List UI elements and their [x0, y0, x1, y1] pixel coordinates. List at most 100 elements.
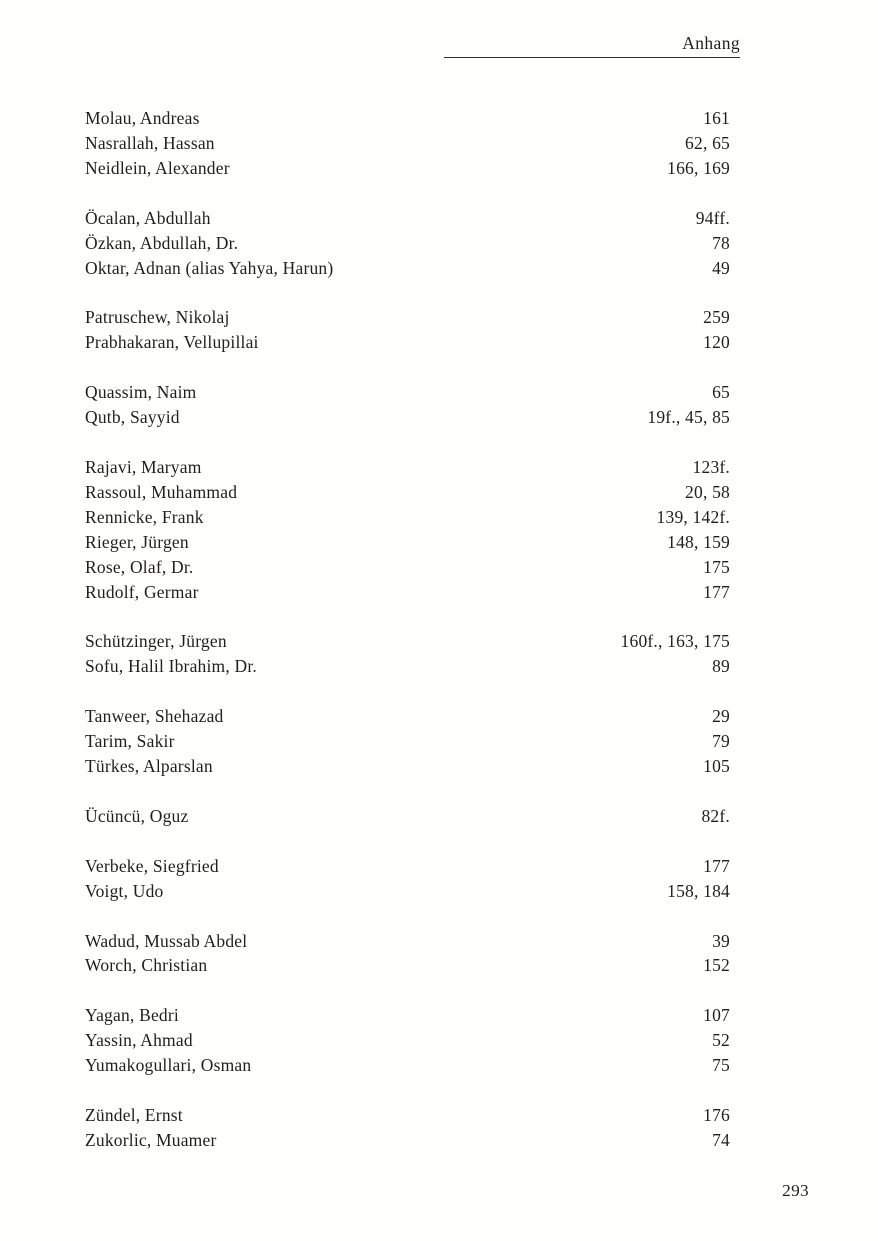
- index-row: Türkes, Alparslan 105: [85, 754, 730, 779]
- entry-pages: 259: [703, 307, 730, 328]
- index-row: Nasrallah, Hassan 62, 65: [85, 131, 730, 156]
- entry-pages: 49: [712, 257, 730, 278]
- index-row: Yassin, Ahmad 52: [85, 1028, 730, 1053]
- entry-name: Neidlein, Alexander: [85, 157, 230, 178]
- entry-name: Rose, Olaf, Dr.: [85, 556, 194, 577]
- entry-pages: 75: [712, 1055, 730, 1076]
- entry-pages: 177: [703, 581, 730, 602]
- entry-name: Patruschew, Nikolaj: [85, 307, 230, 328]
- entry-pages: 160f., 163, 175: [620, 631, 730, 652]
- entry-pages: 166, 169: [667, 157, 730, 178]
- index-row: Molau, Andreas 161: [85, 106, 730, 131]
- entry-name: Yumakogullari, Osman: [85, 1055, 252, 1076]
- entry-pages: 176: [703, 1104, 730, 1125]
- entry-pages: 175: [703, 556, 730, 577]
- page-number: 293: [782, 1181, 809, 1200]
- entry-pages: 161: [703, 108, 730, 128]
- entry-pages: 62, 65: [685, 132, 730, 153]
- entry-pages: 177: [703, 855, 730, 876]
- index-row: Rajavi, Maryam 123f.: [85, 455, 730, 480]
- index-row: Zündel, Ernst 176: [85, 1103, 730, 1128]
- entry-pages: 20, 58: [685, 481, 730, 502]
- index-group: Wadud, Mussab Abdel 39 Worch, Christian 152: [85, 929, 730, 979]
- entry-pages: 148, 159: [667, 531, 730, 552]
- entry-name: Molau, Andreas: [85, 108, 200, 128]
- index-row: Patruschew, Nikolaj 259: [85, 305, 730, 330]
- entry-pages: 120: [703, 332, 730, 353]
- index-row: Öcalan, Abdullah 94ff.: [85, 206, 730, 231]
- entry-pages: 74: [712, 1129, 730, 1150]
- index-row: Verbeke, Siegfried 177: [85, 854, 730, 879]
- index-group: Yagan, Bedri 107 Yassin, Ahmad 52 Yumakogull…: [85, 1003, 730, 1078]
- index-row: Rudolf, Germar 177: [85, 580, 730, 605]
- entry-name: Wadud, Mussab Abdel: [85, 930, 248, 951]
- index-row: Rieger, Jürgen 148, 159: [85, 530, 730, 555]
- entry-name: Yagan, Bedri: [85, 1005, 179, 1026]
- index-row: Prabhakaran, Vellupillai 120: [85, 330, 730, 355]
- entry-pages: 158, 184: [667, 880, 730, 901]
- index-group: Rajavi, Maryam 123f. Rassoul, Muhammad 20, …: [85, 455, 730, 605]
- header-title: Anhang: [682, 33, 740, 53]
- entry-name: Zukorlic, Muamer: [85, 1129, 217, 1150]
- entry-name: Qutb, Sayyid: [85, 407, 180, 428]
- index-row: Oktar, Adnan (alias Yahya, Harun) 49: [85, 256, 730, 281]
- entry-pages: 82f.: [701, 805, 730, 826]
- entry-name: Voigt, Udo: [85, 880, 164, 901]
- entry-name: Öcalan, Abdullah: [85, 207, 211, 228]
- entry-pages: 105: [703, 756, 730, 777]
- entry-name: Rudolf, Germar: [85, 581, 199, 602]
- entry-name: Ücüncü, Oguz: [85, 805, 189, 826]
- entry-pages: 52: [712, 1030, 730, 1051]
- index-row: Qutb, Sayyid 19f., 45, 85: [85, 405, 730, 430]
- entry-pages: 65: [712, 382, 730, 403]
- index-group: Öcalan, Abdullah 94ff. Özkan, Abdullah, Dr…: [85, 206, 730, 281]
- entry-pages: 152: [703, 955, 730, 976]
- entry-pages: 78: [712, 232, 730, 253]
- entry-name: Rieger, Jürgen: [85, 531, 189, 552]
- index-list: Molau, Andreas 161 Nasrallah, Hassan 62, 65…: [85, 106, 730, 1178]
- index-row: Rose, Olaf, Dr. 175: [85, 555, 730, 580]
- index-row: Tanweer, Shehazad 29: [85, 704, 730, 729]
- entry-name: Quassim, Naim: [85, 382, 197, 403]
- index-group: Molau, Andreas 161 Nasrallah, Hassan 62, 65…: [85, 106, 730, 181]
- entry-pages: 79: [712, 731, 730, 752]
- entry-name: Özkan, Abdullah, Dr.: [85, 232, 239, 253]
- index-row: Rassoul, Muhammad 20, 58: [85, 480, 730, 505]
- index-group: Ücüncü, Oguz 82f.: [85, 804, 730, 829]
- entry-name: Worch, Christian: [85, 955, 208, 976]
- entry-name: Oktar, Adnan (alias Yahya, Harun): [85, 257, 334, 278]
- entry-pages: 139, 142f.: [656, 506, 730, 527]
- index-group: Patruschew, Nikolaj 259 Prabhakaran, Vellu…: [85, 305, 730, 355]
- index-row: Worch, Christian 152: [85, 953, 730, 978]
- entry-name: Rassoul, Muhammad: [85, 481, 238, 502]
- index-group: Schützinger, Jürgen 160f., 163, 175 Sofu, …: [85, 629, 730, 679]
- index-row: Yumakogullari, Osman 75: [85, 1053, 730, 1078]
- entry-name: Sofu, Halil Ibrahim, Dr.: [85, 656, 257, 677]
- entry-pages: 123f.: [692, 456, 730, 477]
- index-row: Tarim, Sakir 79: [85, 729, 730, 754]
- entry-name: Zündel, Ernst: [85, 1104, 183, 1125]
- entry-name: Rajavi, Maryam: [85, 456, 202, 477]
- index-row: Zukorlic, Muamer 74: [85, 1128, 730, 1153]
- index-row: Quassim, Naim 65: [85, 380, 730, 405]
- entry-pages: 29: [712, 706, 730, 727]
- entry-name: Tanweer, Shehazad: [85, 706, 224, 727]
- entry-pages: 94ff.: [695, 207, 730, 228]
- entry-pages: 107: [703, 1005, 730, 1026]
- entry-name: Tarim, Sakir: [85, 731, 175, 752]
- page-footer: 293: [782, 1181, 809, 1201]
- index-row: Yagan, Bedri 107: [85, 1003, 730, 1028]
- entry-name: Prabhakaran, Vellupillai: [85, 332, 259, 353]
- entry-pages: 19f., 45, 85: [647, 407, 730, 428]
- entry-pages: 89: [712, 656, 730, 677]
- index-row: Sofu, Halil Ibrahim, Dr. 89: [85, 654, 730, 679]
- entry-name: Schützinger, Jürgen: [85, 631, 227, 652]
- entry-name: Nasrallah, Hassan: [85, 132, 215, 153]
- index-group: Zündel, Ernst 176 Zukorlic, Muamer 74: [85, 1103, 730, 1153]
- entry-name: Rennicke, Frank: [85, 506, 204, 527]
- entry-pages: 39: [712, 930, 730, 951]
- index-row: Wadud, Mussab Abdel 39: [85, 929, 730, 954]
- index-group: Tanweer, Shehazad 29 Tarim, Sakir 79 Türkes,…: [85, 704, 730, 779]
- index-group: Quassim, Naim 65 Qutb, Sayyid 19f., 45, 85: [85, 380, 730, 430]
